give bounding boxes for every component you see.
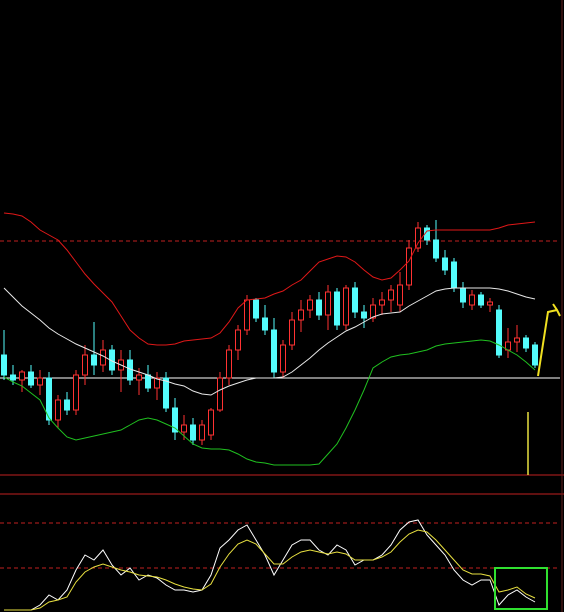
- candle-body: [406, 247, 412, 286]
- candle-body: [334, 291, 340, 326]
- candle-body: [415, 227, 421, 249]
- candle-body: [190, 424, 196, 441]
- candle-body: [352, 287, 358, 313]
- candle-body: [280, 344, 286, 373]
- candle-body: [496, 309, 502, 356]
- candle-body: [460, 287, 466, 303]
- candle-body: [397, 284, 403, 306]
- candle-body: [19, 371, 25, 381]
- candle-body: [10, 374, 16, 381]
- candle-body: [253, 299, 259, 319]
- highlight-box: [494, 567, 548, 610]
- candle-body: [478, 294, 484, 306]
- drawn-arrow: [537, 309, 558, 377]
- candle-body: [1, 354, 7, 376]
- candle-body: [487, 301, 493, 306]
- candle-body: [379, 299, 385, 306]
- candle-body: [433, 239, 439, 259]
- candle-body: [181, 424, 187, 433]
- candle-body: [226, 349, 232, 379]
- candle-body: [289, 319, 295, 346]
- candle-body: [154, 377, 160, 389]
- candle-body: [217, 377, 223, 411]
- candle-body: [361, 311, 367, 319]
- candle-body: [172, 407, 178, 433]
- band-line: [3, 212, 536, 346]
- arrow-head: [552, 303, 561, 317]
- candle-body: [91, 354, 97, 366]
- candle-body: [73, 374, 79, 411]
- indicator-line: [4, 529, 536, 611]
- candle-body: [37, 377, 43, 386]
- candle-body: [451, 261, 457, 289]
- candle-body: [163, 377, 169, 409]
- candle-body: [28, 371, 34, 386]
- candle-body: [271, 329, 277, 373]
- candle-body: [64, 399, 70, 411]
- candle-body: [442, 257, 448, 271]
- candle-body: [514, 337, 520, 343]
- candle-body: [55, 399, 61, 421]
- candle-body: [469, 294, 475, 306]
- candle-body: [136, 374, 142, 381]
- candle-body: [370, 304, 376, 319]
- candle-body: [532, 344, 538, 366]
- candle-body: [145, 374, 151, 389]
- candle-body: [388, 289, 394, 301]
- band-line: [3, 339, 536, 466]
- candle-body: [82, 354, 88, 376]
- candle-body: [208, 409, 214, 436]
- candle-body: [307, 299, 313, 311]
- candle-body: [523, 337, 529, 349]
- candle-body: [325, 291, 331, 316]
- candle-body: [199, 424, 205, 441]
- candle-body: [298, 309, 304, 321]
- indicator-line: [4, 519, 536, 611]
- candle-body: [262, 317, 268, 331]
- band-line: [3, 287, 536, 396]
- candle-body: [244, 299, 250, 331]
- candle-body: [46, 377, 52, 421]
- candle-body: [343, 287, 349, 326]
- candle-body: [316, 299, 322, 316]
- candle-body: [235, 329, 241, 351]
